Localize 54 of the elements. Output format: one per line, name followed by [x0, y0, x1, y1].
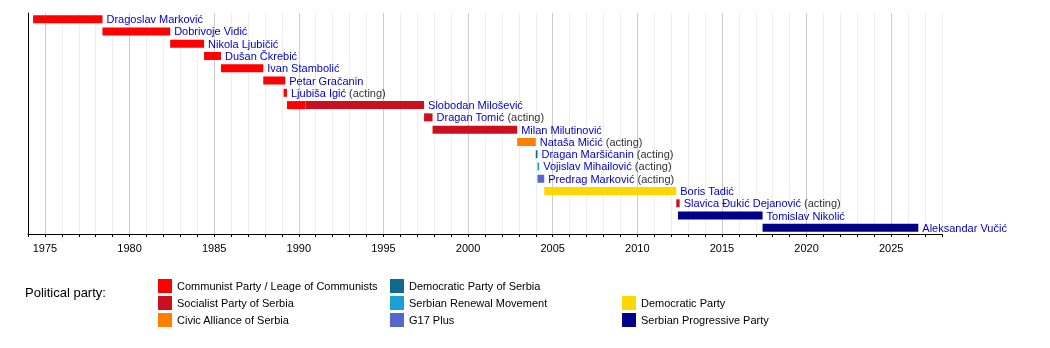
- x-tick-label: 1985: [201, 241, 227, 254]
- y-tick-label: Dragan Tomić (acting): [436, 111, 545, 124]
- bar: [204, 51, 221, 60]
- y-tick-label: Petar Gračanin: [289, 74, 364, 87]
- bar: [677, 211, 763, 220]
- y-tick-label: Dobrivoje Vidić: [174, 25, 248, 38]
- legend-label: Serbian Progressive Party: [641, 314, 770, 326]
- y-tick-label: Nataša Mićić (acting): [539, 135, 643, 148]
- x-tick-label: 2015: [709, 241, 735, 254]
- legend-label: Communist Party / Leage of Communists: [177, 280, 379, 292]
- x-tick-label: 2010: [625, 241, 650, 254]
- y-tick-label: Nikola Ljubičić: [208, 37, 279, 50]
- x-tick-label: 2005: [540, 241, 565, 254]
- y-tick-label: Slobodan Milošević: [428, 99, 524, 112]
- legend-label: Serbian Renewal Movement: [409, 297, 548, 309]
- bar: [305, 101, 425, 110]
- bar: [544, 187, 677, 196]
- bar: [170, 39, 205, 48]
- legend-label: G17 Plus: [409, 314, 455, 326]
- y-tick-label: Dragoslav Marković: [106, 13, 204, 26]
- legend-label: Democratic Party of Serbia: [409, 280, 542, 292]
- legend-label: Civic Alliance of Serbia: [177, 314, 290, 326]
- bar: [762, 223, 919, 232]
- y-tick-label: Vojislav Mihailović (acting): [543, 160, 672, 173]
- x-tick-label: 2020: [794, 241, 819, 254]
- bar: [220, 64, 264, 73]
- y-tick-label: Tomislav Nikolić: [766, 209, 846, 222]
- y-tick-label: Boris Tadić: [680, 185, 735, 198]
- bar: [537, 174, 545, 183]
- y-tick-label: Ljubiša Igić (acting): [290, 86, 386, 99]
- y-tick-label: Ivan Stambolić: [267, 62, 340, 75]
- bar: [424, 113, 433, 122]
- legend-label: Democratic Party: [641, 297, 726, 309]
- bar: [102, 27, 171, 36]
- legend-title: Political party:: [25, 285, 106, 300]
- x-tick-label: 1980: [117, 241, 142, 254]
- legend-label: Socialist Party of Serbia: [177, 297, 295, 309]
- bar: [676, 199, 680, 208]
- x-tick-label: 2025: [878, 241, 904, 254]
- bar: [263, 76, 286, 85]
- y-tick-label: Dušan Čkrebić: [224, 49, 298, 62]
- x-tick-label: 1990: [286, 241, 312, 254]
- x-tick-label: 1995: [371, 241, 396, 254]
- x-tick-label: 1975: [32, 241, 58, 254]
- bar: [286, 101, 306, 110]
- y-tick-label: Slavica Đukić Dejanović (acting): [683, 197, 841, 210]
- bar: [33, 15, 103, 24]
- x-tick-label: 2000: [455, 241, 481, 254]
- bar: [432, 125, 518, 134]
- y-tick-label: Aleksandar Vučić: [922, 221, 1008, 234]
- bar: [517, 137, 536, 146]
- y-tick-label: Milan Milutinović: [521, 123, 603, 136]
- y-tick-label: Predrag Marković (acting): [548, 172, 675, 185]
- y-tick-label: Dragan Maršićanin (acting): [541, 148, 674, 161]
